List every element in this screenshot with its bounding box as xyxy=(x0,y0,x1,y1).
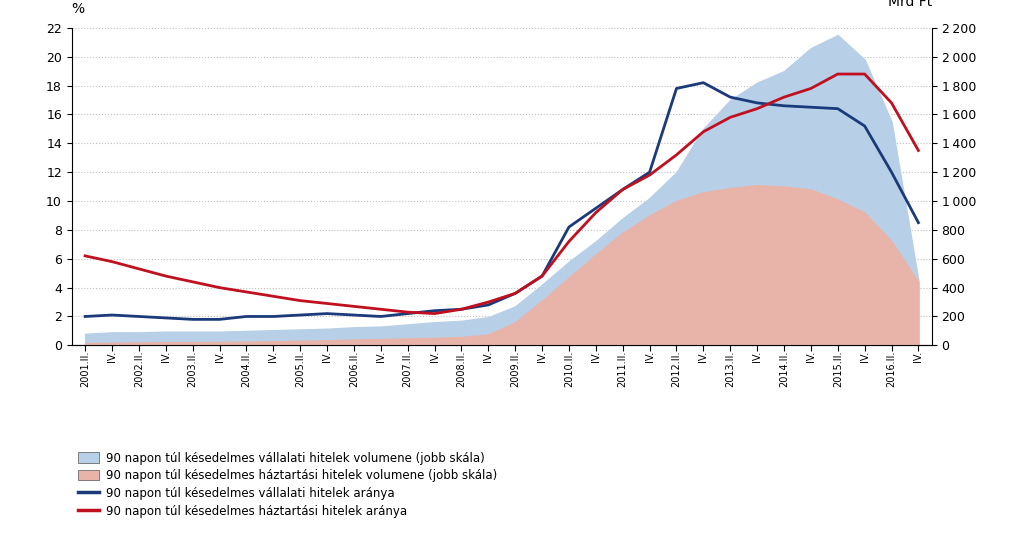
Text: IV.: IV. xyxy=(913,350,924,361)
Text: IV.: IV. xyxy=(591,350,601,361)
Text: 2006.II.: 2006.II. xyxy=(349,350,359,387)
Text: 2012.II.: 2012.II. xyxy=(672,350,682,387)
Text: 2016.II.: 2016.II. xyxy=(887,350,897,387)
Text: 2007.II.: 2007.II. xyxy=(402,350,413,387)
Text: 2001.II.: 2001.II. xyxy=(80,350,90,387)
Text: IV.: IV. xyxy=(214,350,224,361)
Legend: 90 napon túl késedelmes vállalati hitelek volumene (jobb skála), 90 napon túl ké: 90 napon túl késedelmes vállalati hitele… xyxy=(78,452,498,517)
Text: IV.: IV. xyxy=(106,350,117,361)
Text: 2009.II.: 2009.II. xyxy=(510,350,520,387)
Text: IV.: IV. xyxy=(483,350,494,361)
Text: Mrd Ft: Mrd Ft xyxy=(888,0,932,9)
Text: 2002.II.: 2002.II. xyxy=(134,350,144,387)
Text: IV.: IV. xyxy=(698,350,709,361)
Text: %: % xyxy=(72,2,85,16)
Text: IV.: IV. xyxy=(806,350,816,361)
Text: IV.: IV. xyxy=(376,350,386,361)
Text: IV.: IV. xyxy=(161,350,171,361)
Text: 2015.II.: 2015.II. xyxy=(833,350,843,387)
Text: 2011.II.: 2011.II. xyxy=(617,350,628,387)
Text: 2004.II.: 2004.II. xyxy=(242,350,252,387)
Text: 2008.II.: 2008.II. xyxy=(457,350,467,387)
Text: IV.: IV. xyxy=(859,350,869,361)
Text: IV.: IV. xyxy=(429,350,439,361)
Text: 2014.II.: 2014.II. xyxy=(779,350,790,387)
Text: 2010.II.: 2010.II. xyxy=(564,350,574,387)
Text: 2003.II.: 2003.II. xyxy=(187,350,198,387)
Text: IV.: IV. xyxy=(752,350,762,361)
Text: IV.: IV. xyxy=(537,350,547,361)
Text: 2013.II.: 2013.II. xyxy=(725,350,735,387)
Text: 2005.II.: 2005.II. xyxy=(295,350,305,387)
Text: IV.: IV. xyxy=(322,350,332,361)
Text: IV.: IV. xyxy=(268,350,279,361)
Text: IV.: IV. xyxy=(644,350,654,361)
